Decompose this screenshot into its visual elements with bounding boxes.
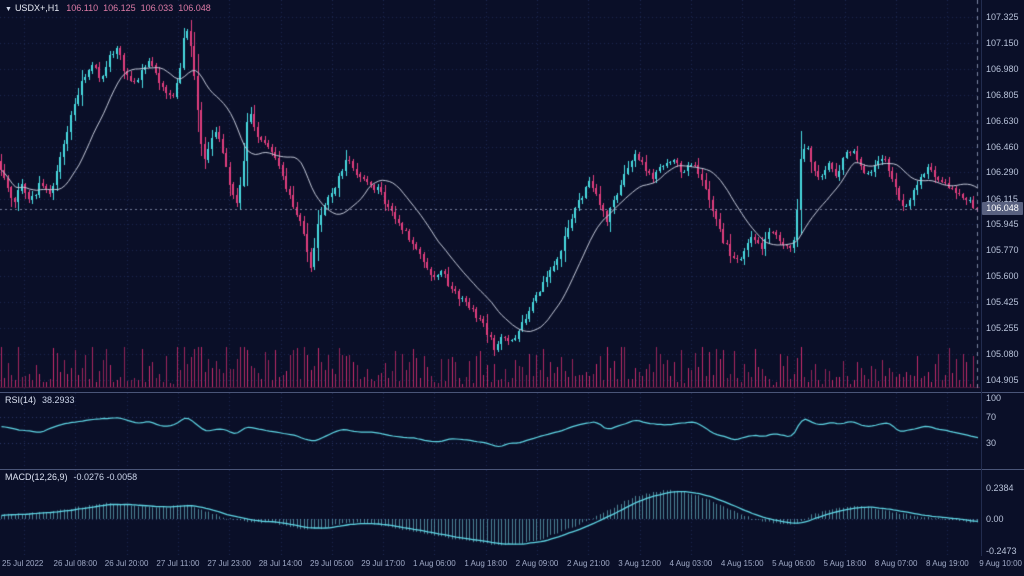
ohlc-open-value: 106.110 — [66, 3, 99, 13]
time-axis-label: 27 Jul 23:00 — [207, 559, 251, 568]
last-price-label: 106.048 — [982, 201, 1023, 215]
time-axis-label: 28 Jul 14:00 — [258, 559, 303, 568]
price-axis: 107.325 107.150 106.980 106.805 106.630 106.4… — [984, 0, 1024, 556]
time-axis-label: 4 Aug 15:00 — [720, 559, 764, 568]
panel-separator-macd[interactable] — [0, 469, 1024, 470]
price-axis-label: 106.980 — [986, 63, 1019, 74]
ohlc-high-value: 106.125 — [103, 3, 136, 13]
price-axis-label: 105.080 — [986, 348, 1019, 359]
time-axis-label: 1 Aug 18:00 — [464, 559, 508, 568]
panel-separator-rsi[interactable] — [0, 392, 1024, 393]
macd-axis-label: -0.2473 — [986, 546, 1017, 557]
chart-header: ▼ USDX+,H1 106.110 106.125 106.033 106.048 — [5, 3, 216, 13]
price-axis-divider — [981, 0, 982, 556]
ohlc-close-value: 106.048 — [178, 3, 211, 13]
symbol-timeframe-label: USDX+,H1 — [14, 3, 60, 13]
macd-name: MACD(12,26,9) — [5, 472, 68, 482]
time-axis-label: 27 Jul 11:00 — [156, 559, 200, 568]
time-axis-label: 3 Aug 12:00 — [618, 559, 661, 568]
time-axis-label: 2 Aug 21:00 — [566, 559, 610, 568]
price-axis-label: 105.255 — [986, 322, 1019, 333]
ohlc-low-value: 106.033 — [140, 3, 174, 13]
time-axis-label: 9 Aug 10:00 — [979, 559, 1022, 568]
rsi-axis-label: 70 — [986, 411, 997, 422]
price-axis-label: 106.630 — [986, 116, 1019, 127]
price-axis-label: 106.290 — [986, 167, 1019, 178]
rsi-name: RSI(14) — [5, 395, 37, 405]
time-axis-label: 4 Aug 03:00 — [669, 559, 713, 568]
macd-indicator-label: MACD(12,26,9) -0.0276 -0.0058 — [5, 472, 137, 482]
time-axis-label: 26 Jul 08:00 — [53, 559, 98, 568]
time-axis-label: 1 Aug 06:00 — [413, 559, 456, 568]
macd-current-values: -0.0276 -0.0058 — [73, 472, 138, 482]
price-axis-label: 106.460 — [986, 141, 1019, 152]
macd-axis-label: 0.00 — [986, 514, 1004, 524]
price-axis-label: 104.905 — [986, 375, 1019, 385]
time-axis-label: 25 Jul 2022 — [2, 559, 44, 568]
time-axis-label: 5 Aug 18:00 — [823, 559, 867, 568]
rsi-axis-label: 30 — [986, 438, 997, 449]
price-axis-label: 105.945 — [986, 219, 1019, 229]
macd-axis-label: 0.2384 — [986, 482, 1014, 493]
rsi-current-value: 38.2933 — [42, 395, 75, 405]
time-axis-label: 29 Jul 17:00 — [361, 559, 405, 568]
rsi-axis-label: 100 — [986, 393, 1002, 403]
price-axis-label: 105.600 — [986, 270, 1019, 281]
time-axis-label: 2 Aug 09:00 — [515, 559, 559, 568]
price-axis-label: 106.115 — [986, 193, 1018, 204]
price-axis-label: 107.150 — [986, 38, 1019, 49]
time-axis-label: 8 Aug 19:00 — [926, 559, 969, 568]
price-axis-label: 105.425 — [986, 297, 1019, 307]
symbol-collapse-icon[interactable]: ▼ — [5, 6, 12, 13]
price-axis-label: 106.805 — [986, 90, 1019, 100]
price-axis-label: 105.770 — [986, 245, 1019, 256]
time-axis: 25 Jul 2022 26 Jul 08:00 26 Jul 20:00 27 Ju… — [0, 557, 1024, 576]
price-axis-label: 107.325 — [986, 12, 1019, 22]
time-axis-label: 29 Jul 05:00 — [310, 559, 354, 568]
macd-panel-canvas[interactable] — [0, 470, 980, 555]
time-axis-label: 8 Aug 07:00 — [874, 559, 918, 568]
rsi-indicator-label: RSI(14) 38.2933 — [5, 395, 75, 405]
rsi-panel-canvas[interactable] — [0, 393, 980, 469]
time-axis-label: 5 Aug 06:00 — [772, 559, 815, 568]
time-axis-label: 26 Jul 20:00 — [104, 559, 149, 568]
price-chart-canvas[interactable] — [0, 0, 980, 392]
